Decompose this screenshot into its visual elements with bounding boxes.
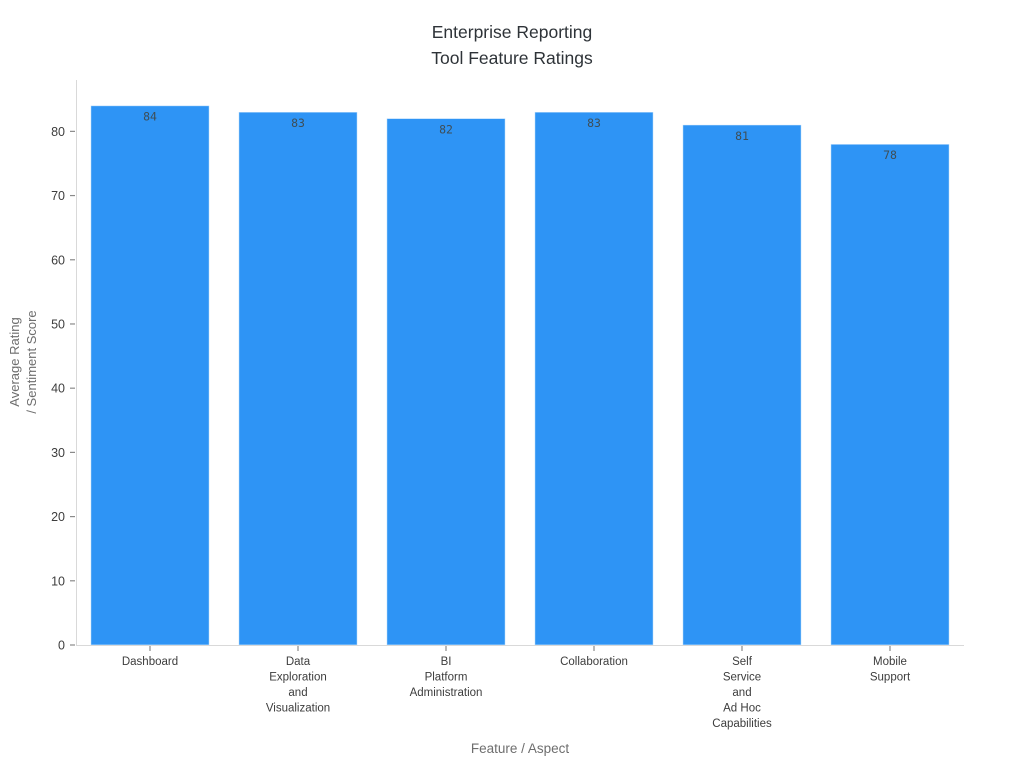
x-tick-label: Collaboration bbox=[560, 656, 628, 668]
y-tick-label: 40 bbox=[51, 382, 65, 396]
bar bbox=[90, 105, 210, 646]
bar bbox=[830, 143, 950, 646]
bar bbox=[238, 111, 358, 646]
bar bbox=[534, 111, 654, 646]
bar-value-label: 83 bbox=[587, 116, 601, 130]
x-axis-title: Feature / Aspect bbox=[470, 741, 570, 756]
bar-value-label: 81 bbox=[735, 129, 749, 143]
y-tick-label: 0 bbox=[58, 639, 65, 653]
y-tick-label: 50 bbox=[51, 318, 65, 332]
x-tick-label: BI Platform Administration bbox=[410, 656, 483, 699]
bar-value-label: 83 bbox=[291, 116, 305, 130]
x-tick-label: Self Service and Ad Hoc Capabilities bbox=[712, 656, 772, 730]
y-tick-label: 20 bbox=[51, 510, 65, 524]
bar bbox=[682, 124, 802, 646]
chart-title: Enterprise Reporting Tool Feature Rating… bbox=[431, 22, 593, 68]
x-tick-label: Mobile Support bbox=[870, 656, 911, 684]
y-tick-label: 70 bbox=[51, 189, 65, 203]
x-tick-label: Dashboard bbox=[122, 656, 178, 668]
y-tick-label: 10 bbox=[51, 574, 65, 588]
bar-value-label: 84 bbox=[143, 110, 157, 124]
bar bbox=[386, 118, 506, 646]
y-tick-label: 80 bbox=[51, 125, 65, 139]
y-tick-label: 60 bbox=[51, 253, 65, 267]
bar-value-label: 82 bbox=[439, 123, 453, 137]
y-tick-label: 30 bbox=[51, 446, 65, 460]
bar-value-label: 78 bbox=[883, 148, 897, 162]
x-tick-label: Data Exploration and Visualization bbox=[266, 656, 330, 715]
